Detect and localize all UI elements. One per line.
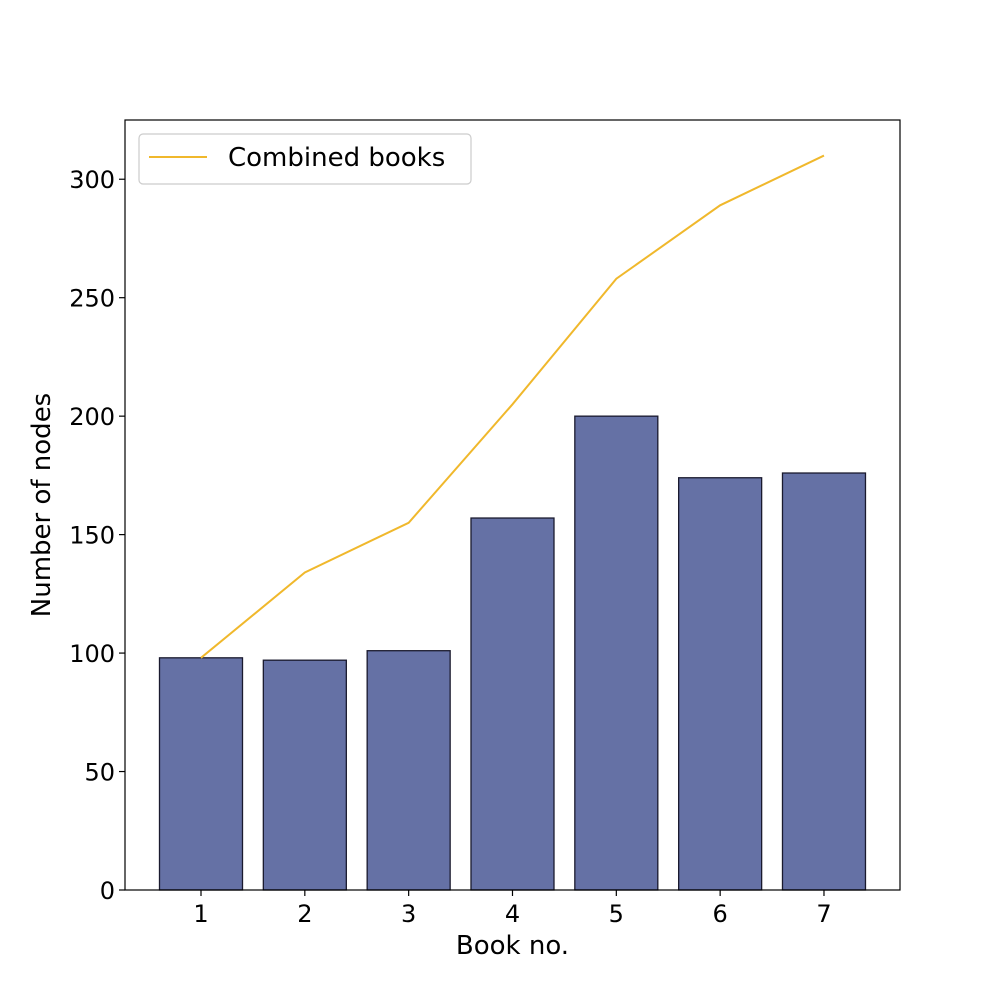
bar	[366, 650, 451, 891]
bar	[574, 415, 659, 891]
bars-layer	[158, 415, 867, 891]
x-tick-label: 2	[297, 900, 312, 928]
x-axis: 1 2 3 4 5 6 7	[193, 890, 832, 928]
x-tick-label: 6	[713, 900, 728, 928]
x-tick-label: 5	[609, 900, 624, 928]
combined-books-line	[200, 154, 825, 659]
legend-box	[138, 133, 472, 185]
y-axis-title: Number of nodes	[27, 393, 57, 617]
y-tick-label: 150	[69, 522, 115, 550]
y-tick-label: 200	[69, 403, 115, 431]
y-tick-label: 100	[69, 640, 115, 668]
x-tick-label: 4	[505, 900, 520, 928]
bar	[262, 659, 347, 891]
bar	[470, 517, 555, 891]
bar	[678, 477, 763, 891]
y-axis: 0 50 100 150 200 250 300	[69, 166, 125, 905]
y-tick-label: 50	[84, 759, 115, 787]
x-tick-label: 1	[193, 900, 208, 928]
x-tick-label: 7	[816, 900, 831, 928]
y-tick-label: 0	[100, 877, 115, 905]
line-layer	[200, 154, 825, 659]
x-tick-label: 3	[401, 900, 416, 928]
legend: Combined books	[138, 133, 472, 185]
bar	[781, 472, 867, 891]
bar	[158, 657, 244, 891]
x-axis-title: Book no.	[456, 931, 569, 961]
legend-label: Combined books	[228, 143, 445, 173]
y-tick-label: 250	[69, 285, 115, 313]
y-tick-label: 300	[69, 166, 115, 194]
